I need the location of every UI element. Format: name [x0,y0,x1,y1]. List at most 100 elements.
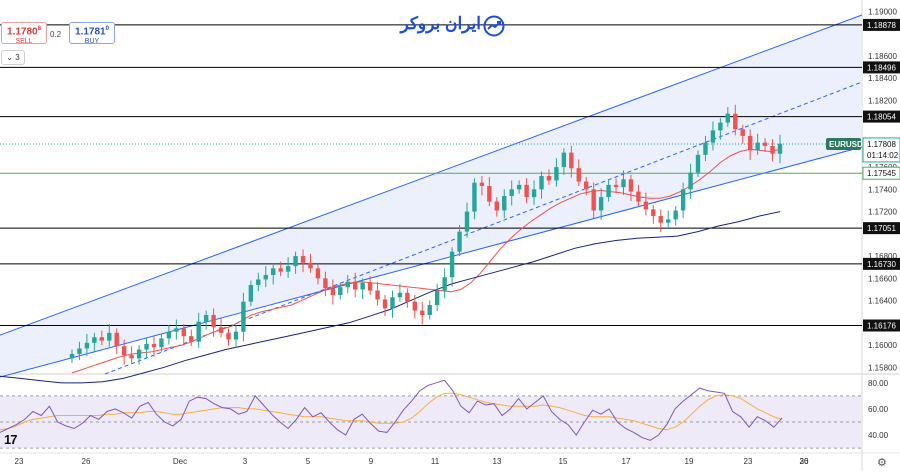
candle-body [353,281,358,290]
red-moving-average-line [71,148,781,374]
price-axis[interactable]: 1.190001.186001.184001.182001.178001.176… [826,7,900,372]
candle-body [300,256,306,263]
candle-body [487,185,492,202]
level-label: 1.16730 [867,260,896,269]
horizontal-levels[interactable] [0,24,862,326]
candle-body [99,337,105,341]
rsi-signal-line [0,392,783,431]
candle-body [151,343,157,348]
level-label-box [863,18,900,31]
candle-body [546,175,552,181]
tradingview-logo-icon[interactable]: 17 [4,432,18,447]
candle-body [390,297,395,309]
rsi-tick-label: 60.00 [868,405,889,414]
candle-body [323,278,328,289]
level-label: 1.18878 [867,21,896,30]
candle-body [457,231,462,252]
candle-body [397,292,403,298]
candle-body [740,129,745,136]
level-label-box [863,110,900,123]
symbol-tag-box [826,137,861,150]
brand-logo-icon [483,15,505,37]
time-tick-label: 17 [622,457,631,466]
buy-button[interactable]: 1.17810 BUY [69,22,115,45]
time-tick-label: Dec [173,457,187,466]
candle-body [271,268,276,275]
candle-body [114,332,119,347]
candle-body [688,172,693,190]
candle-body [360,282,365,290]
rsi-line [0,379,783,441]
candle-body [181,328,186,337]
candle-body [725,113,731,123]
candle-body [427,305,432,316]
candle-body [84,342,90,349]
spread-value: 0.2 [50,30,62,39]
interval-selector[interactable]: ⌄ 3 [1,50,25,65]
candle-body [442,277,447,291]
sell-button[interactable]: 1.17808 SELL [1,22,47,46]
candle-body [606,184,611,198]
candle-body [233,331,239,340]
time-tick-label: 15 [559,457,568,466]
level-label: 1.16176 [867,321,896,330]
candle-body [77,348,82,354]
rsi-tick-label: 40.00 [868,431,889,440]
candle-body [285,266,291,272]
candle-body [345,281,350,288]
sell-label: SELL [15,38,33,46]
candle-body [136,349,142,359]
price-tick-label: 1.16600 [868,274,897,283]
candle-body [703,142,708,155]
rsi-tick-label: 80.00 [868,379,889,388]
candle-body [308,262,313,269]
candle-body [502,196,507,211]
level-label: 1.17051 [867,224,896,233]
candle-body [218,327,224,333]
candle-body [121,346,127,356]
candle-body [405,292,410,302]
candle-body [479,182,485,186]
time-tick-label: 23 [744,457,753,466]
candle-body [338,287,343,296]
candle-body [211,315,216,328]
candle-body [375,290,380,300]
green-level-label-box [862,166,900,180]
candle-body [248,285,254,302]
candle-body [92,337,97,343]
candle-body [524,184,529,198]
candle-body [554,167,559,181]
candle-body [591,189,596,211]
candle-body [203,315,209,322]
candle-body [539,175,544,190]
candle-body [680,189,686,211]
candle-body [710,130,716,143]
brand-logo: ایران بروکر [395,12,515,40]
candle-body [226,332,231,340]
level-label-box [863,319,900,332]
buy-price-pip: 0 [105,26,109,32]
settings-gear-icon[interactable]: ⚙ [877,457,887,469]
price-tick-label: 1.16000 [868,341,897,350]
candle-body [159,338,164,348]
price-tick-label: 1.19000 [868,7,897,16]
candle-body [762,142,768,146]
candle-body [666,219,671,223]
candle-body [584,181,589,190]
trend-channel-upper-line [0,14,863,336]
candle-body [621,179,626,188]
candle-body [189,336,194,342]
candle-body [747,135,753,151]
trend-channel[interactable] [0,14,863,378]
candles [69,104,783,365]
candle-body [733,113,738,130]
candle-body [449,251,455,278]
time-tick-label: 30 [800,457,809,466]
time-tick-label: 19 [685,457,694,466]
candle-body [256,279,261,286]
rsi-axis: 80.00 60.00 40.00 [868,379,889,440]
candle-body [293,256,298,267]
